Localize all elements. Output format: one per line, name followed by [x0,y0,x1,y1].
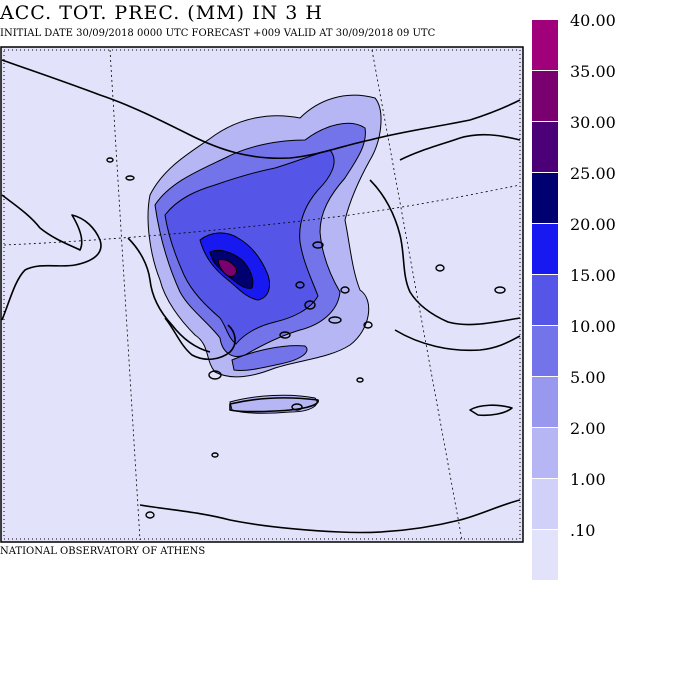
map-title: ACC. TOT. PREC. (MM) IN 3 H [0,2,323,24]
legend-label: 5.00 [570,368,606,387]
legend-swatch [532,428,558,478]
legend-swatch [532,530,558,580]
precip-area-crete [231,345,308,371]
legend-swatch [532,71,558,121]
meridian-east [371,49,463,541]
legend-swatch [532,20,558,70]
island-6 [363,321,373,329]
island-3 [279,331,291,339]
island-10 [106,157,114,163]
legend-label: 15.00 [570,266,616,285]
islands [106,157,506,519]
island-9 [340,286,350,294]
legend-label: 1.00 [570,470,606,489]
graticule [3,49,521,541]
coastline-cyprus [469,404,513,417]
island-14 [356,377,364,383]
precipitation-field [147,94,382,414]
coastline-turkey [369,179,521,326]
island-15 [211,452,219,458]
coastline-black-sea [399,133,521,161]
coastline-turkey-south [394,329,521,352]
legend-label: 10.00 [570,317,616,336]
legend-label: 25.00 [570,164,616,183]
island-7 [295,281,305,289]
island-12 [435,264,445,272]
legend-swatch [532,122,558,172]
legend-swatch [532,377,558,427]
meridian-west [109,49,141,541]
island-16 [145,511,155,519]
legend-label: 20.00 [570,215,616,234]
island-4 [304,300,316,310]
coastline-peloponnese [164,317,236,361]
border-north [1,59,521,160]
island-11 [125,175,135,181]
legend-swatch [532,224,558,274]
legend-swatch [532,173,558,223]
island-13 [494,286,506,294]
legend-swatch [532,479,558,529]
map-subtitle: INITIAL DATE 30/09/2018 0000 UTC FORECAS… [0,28,436,39]
legend-swatch [532,326,558,376]
legend-label: 40.00 [570,11,616,30]
island-1 [208,370,222,380]
precip-area-max [217,259,237,277]
island-2 [291,403,303,411]
map-tick-border [3,49,521,540]
coastlines [1,59,521,534]
coastline-italy [1,194,102,321]
legend [532,20,558,580]
legend-label: .10 [570,521,596,540]
island-8 [312,241,324,249]
legend-label: 35.00 [570,62,616,81]
island-5 [328,316,342,324]
coastline-africa [139,499,521,534]
coastline-greece-west [127,237,211,353]
legend-label: 30.00 [570,113,616,132]
legend-label: 2.00 [570,419,606,438]
legend-swatch [532,275,558,325]
credit-text: NATIONAL OBSERVATORY OF ATHENS [0,546,206,557]
coastline-crete [229,397,319,413]
